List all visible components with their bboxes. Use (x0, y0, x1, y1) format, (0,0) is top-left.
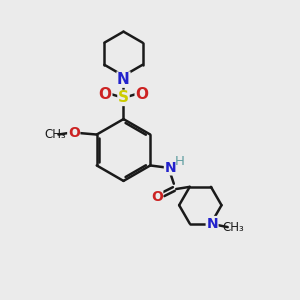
Text: O: O (99, 87, 112, 102)
Text: CH₃: CH₃ (45, 128, 66, 141)
Text: CH₃: CH₃ (222, 221, 244, 235)
Text: H: H (175, 155, 185, 168)
Text: O: O (135, 87, 148, 102)
Text: O: O (151, 190, 163, 204)
Text: S: S (118, 90, 129, 105)
Text: N: N (206, 217, 218, 231)
Text: O: O (68, 126, 80, 140)
Text: N: N (117, 72, 130, 87)
Text: N: N (164, 161, 176, 175)
